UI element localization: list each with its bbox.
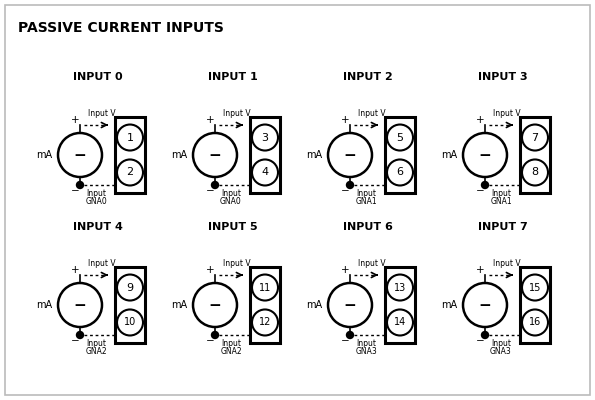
Text: 4: 4 (261, 168, 268, 178)
Text: 12: 12 (259, 318, 271, 328)
Text: Input: Input (356, 188, 376, 198)
Text: 1: 1 (127, 132, 133, 142)
Text: 13: 13 (394, 282, 406, 292)
Text: 8: 8 (531, 168, 538, 178)
Text: mA: mA (171, 300, 187, 310)
Text: −: − (209, 148, 221, 162)
Circle shape (346, 332, 353, 338)
FancyBboxPatch shape (385, 117, 415, 193)
Text: Input: Input (221, 338, 241, 348)
Text: mA: mA (36, 300, 52, 310)
FancyBboxPatch shape (250, 117, 280, 193)
Text: mA: mA (171, 150, 187, 160)
Text: Input V: Input V (88, 258, 116, 268)
Text: Input: Input (86, 338, 106, 348)
Text: mA: mA (441, 300, 457, 310)
Text: 10: 10 (124, 318, 136, 328)
Text: GNA2: GNA2 (220, 348, 242, 356)
Text: Input: Input (491, 338, 511, 348)
FancyBboxPatch shape (385, 267, 415, 343)
Text: 5: 5 (396, 132, 403, 142)
Text: GNA3: GNA3 (355, 348, 377, 356)
Text: −: − (478, 148, 491, 162)
Circle shape (77, 332, 83, 338)
Text: −: − (478, 298, 491, 312)
Text: Input V: Input V (223, 258, 251, 268)
Text: −: − (74, 298, 86, 312)
FancyBboxPatch shape (520, 267, 550, 343)
Text: −: − (344, 148, 356, 162)
Text: INPUT 1: INPUT 1 (208, 72, 258, 82)
Text: 3: 3 (261, 132, 268, 142)
Text: −: − (206, 336, 214, 346)
Text: 7: 7 (531, 132, 538, 142)
Circle shape (77, 182, 83, 188)
Text: −: − (71, 186, 79, 196)
Text: +: + (341, 115, 349, 125)
Text: Input V: Input V (493, 258, 521, 268)
Text: +: + (206, 265, 214, 275)
Text: INPUT 7: INPUT 7 (478, 222, 528, 232)
Text: 11: 11 (259, 282, 271, 292)
Text: INPUT 0: INPUT 0 (73, 72, 123, 82)
Text: −: − (71, 336, 79, 346)
Text: INPUT 3: INPUT 3 (478, 72, 528, 82)
Text: 14: 14 (394, 318, 406, 328)
Text: INPUT 6: INPUT 6 (343, 222, 393, 232)
Circle shape (481, 332, 488, 338)
Text: +: + (475, 265, 484, 275)
Text: mA: mA (306, 150, 322, 160)
Text: GNA2: GNA2 (85, 348, 107, 356)
Text: −: − (475, 336, 484, 346)
FancyBboxPatch shape (520, 117, 550, 193)
Text: Input: Input (221, 188, 241, 198)
Circle shape (481, 182, 488, 188)
Text: −: − (475, 186, 484, 196)
Text: INPUT 2: INPUT 2 (343, 72, 393, 82)
Text: INPUT 4: INPUT 4 (73, 222, 123, 232)
Text: Input V: Input V (358, 258, 386, 268)
Text: +: + (475, 115, 484, 125)
Text: −: − (340, 336, 349, 346)
Circle shape (346, 182, 353, 188)
Text: mA: mA (441, 150, 457, 160)
Text: +: + (341, 265, 349, 275)
Text: mA: mA (306, 300, 322, 310)
Text: GNA1: GNA1 (490, 198, 512, 206)
Text: Input V: Input V (358, 108, 386, 118)
Text: +: + (71, 115, 79, 125)
Text: Input V: Input V (223, 108, 251, 118)
Text: Input: Input (356, 338, 376, 348)
Text: GNA3: GNA3 (490, 348, 512, 356)
Text: GNA0: GNA0 (220, 198, 242, 206)
Text: +: + (206, 115, 214, 125)
Text: 15: 15 (529, 282, 541, 292)
Text: 6: 6 (396, 168, 403, 178)
FancyBboxPatch shape (250, 267, 280, 343)
FancyBboxPatch shape (115, 117, 145, 193)
Text: −: − (209, 298, 221, 312)
Text: +: + (71, 265, 79, 275)
FancyBboxPatch shape (115, 267, 145, 343)
Text: −: − (74, 148, 86, 162)
Circle shape (211, 182, 218, 188)
Text: mA: mA (36, 150, 52, 160)
Text: Input: Input (86, 188, 106, 198)
Text: 9: 9 (127, 282, 133, 292)
Text: −: − (344, 298, 356, 312)
Text: PASSIVE CURRENT INPUTS: PASSIVE CURRENT INPUTS (18, 21, 224, 35)
Text: INPUT 5: INPUT 5 (208, 222, 258, 232)
Text: Input V: Input V (493, 108, 521, 118)
Text: 16: 16 (529, 318, 541, 328)
Text: 2: 2 (127, 168, 133, 178)
Text: Input V: Input V (88, 108, 116, 118)
FancyBboxPatch shape (5, 5, 590, 395)
Text: −: − (340, 186, 349, 196)
Text: GNA0: GNA0 (85, 198, 107, 206)
Circle shape (211, 332, 218, 338)
Text: Input: Input (491, 188, 511, 198)
Text: GNA1: GNA1 (355, 198, 377, 206)
Text: −: − (206, 186, 214, 196)
